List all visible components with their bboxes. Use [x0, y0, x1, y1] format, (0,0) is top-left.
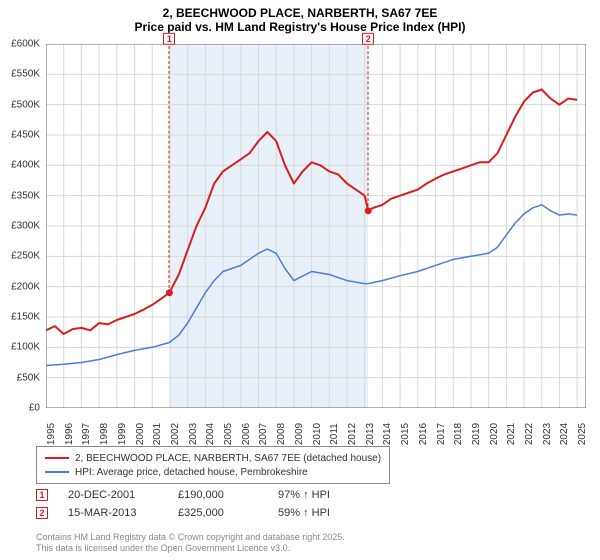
legend-label: HPI: Average price, detached house, Pemb…	[75, 467, 308, 478]
footer-line2: This data is licensed under the Open Gov…	[36, 543, 345, 554]
y-tick-label: £450K	[11, 130, 40, 141]
legend: 2, BEECHWOOD PLACE, NARBERTH, SA67 7EE (…	[36, 446, 390, 484]
title-address: 2, BEECHWOOD PLACE, NARBERTH, SA67 7EE	[0, 6, 600, 20]
footer: Contains HM Land Registry data © Crown c…	[36, 532, 345, 554]
legend-swatch	[45, 471, 69, 473]
x-tick-label: 1996	[64, 423, 75, 445]
x-tick-label: 2008	[276, 423, 287, 445]
sale-price: £190,000	[178, 489, 258, 501]
y-axis: £0£50K£100K£150K£200K£250K£300K£350K£400…	[0, 44, 44, 408]
x-tick-label: 2000	[135, 423, 146, 445]
legend-swatch	[45, 457, 69, 459]
x-tick-label: 2013	[365, 423, 376, 445]
sale-price: £325,000	[178, 507, 258, 519]
x-tick-label: 2001	[152, 423, 163, 445]
x-tick-label: 2020	[489, 423, 500, 445]
x-tick-label: 2023	[542, 423, 553, 445]
y-tick-label: £100K	[11, 342, 40, 353]
x-tick-label: 2022	[524, 423, 535, 445]
chart-container: 2, BEECHWOOD PLACE, NARBERTH, SA67 7EE P…	[0, 0, 600, 560]
x-tick-label: 1997	[81, 423, 92, 445]
x-tick-label: 2016	[418, 423, 429, 445]
x-tick-label: 1995	[46, 423, 57, 445]
sale-date: 15-MAR-2013	[68, 507, 158, 519]
y-tick-label: £250K	[11, 251, 40, 262]
sale-row: 2 15-MAR-2013 £325,000 59% ↑ HPI	[36, 504, 556, 522]
x-axis: 1995199619971998199920002001200220032004…	[46, 410, 586, 440]
x-tick-label: 2009	[294, 423, 305, 445]
sale-marker-icon: 1	[36, 489, 48, 501]
y-tick-label: £600K	[11, 39, 40, 50]
sale-marker-line	[368, 46, 369, 211]
x-tick-label: 2019	[471, 423, 482, 445]
y-tick-label: £400K	[11, 160, 40, 171]
y-tick-label: £500K	[11, 99, 40, 110]
x-tick-label: 2012	[347, 423, 358, 445]
x-tick-label: 2006	[241, 423, 252, 445]
sale-marker-box: 2	[362, 33, 374, 45]
x-tick-label: 1998	[99, 423, 110, 445]
sale-marker-box: 1	[163, 33, 175, 45]
sale-date: 20-DEC-2001	[68, 489, 158, 501]
x-tick-label: 2003	[188, 423, 199, 445]
y-tick-label: £350K	[11, 190, 40, 201]
x-tick-label: 2015	[400, 423, 411, 445]
legend-label: 2, BEECHWOOD PLACE, NARBERTH, SA67 7EE (…	[75, 453, 381, 464]
y-tick-label: £150K	[11, 312, 40, 323]
x-tick-label: 2024	[559, 423, 570, 445]
sale-row: 1 20-DEC-2001 £190,000 97% ↑ HPI	[36, 486, 556, 504]
sales-table: 1 20-DEC-2001 £190,000 97% ↑ HPI 2 15-MAR-201…	[36, 486, 556, 522]
y-tick-label: £200K	[11, 281, 40, 292]
chart-area: 12	[46, 44, 586, 408]
legend-item: 2, BEECHWOOD PLACE, NARBERTH, SA67 7EE (…	[45, 451, 381, 465]
x-tick-label: 2004	[205, 423, 216, 445]
x-tick-label: 2005	[223, 423, 234, 445]
x-tick-label: 2011	[329, 423, 340, 445]
plot-svg	[46, 44, 586, 408]
title-subtitle: Price paid vs. HM Land Registry's House …	[0, 20, 600, 34]
y-tick-label: £50K	[17, 372, 40, 383]
x-tick-label: 2018	[453, 423, 464, 445]
legend-item: HPI: Average price, detached house, Pemb…	[45, 465, 381, 479]
footer-line1: Contains HM Land Registry data © Crown c…	[36, 532, 345, 543]
x-tick-label: 2002	[170, 423, 181, 445]
x-tick-label: 1999	[117, 423, 128, 445]
y-tick-label: £0	[29, 403, 40, 414]
sale-pct: 97% ↑ HPI	[278, 489, 358, 501]
sale-marker-icon: 2	[36, 507, 48, 519]
sale-pct: 59% ↑ HPI	[278, 507, 358, 519]
sale-marker-line	[169, 46, 170, 293]
title-block: 2, BEECHWOOD PLACE, NARBERTH, SA67 7EE P…	[0, 0, 600, 36]
y-tick-label: £300K	[11, 221, 40, 232]
x-tick-label: 2014	[382, 423, 393, 445]
y-tick-label: £550K	[11, 69, 40, 80]
x-tick-label: 2010	[312, 423, 323, 445]
x-tick-label: 2021	[506, 423, 517, 445]
x-tick-label: 2025	[577, 423, 588, 445]
x-tick-label: 2007	[258, 423, 269, 445]
x-tick-label: 2017	[436, 423, 447, 445]
